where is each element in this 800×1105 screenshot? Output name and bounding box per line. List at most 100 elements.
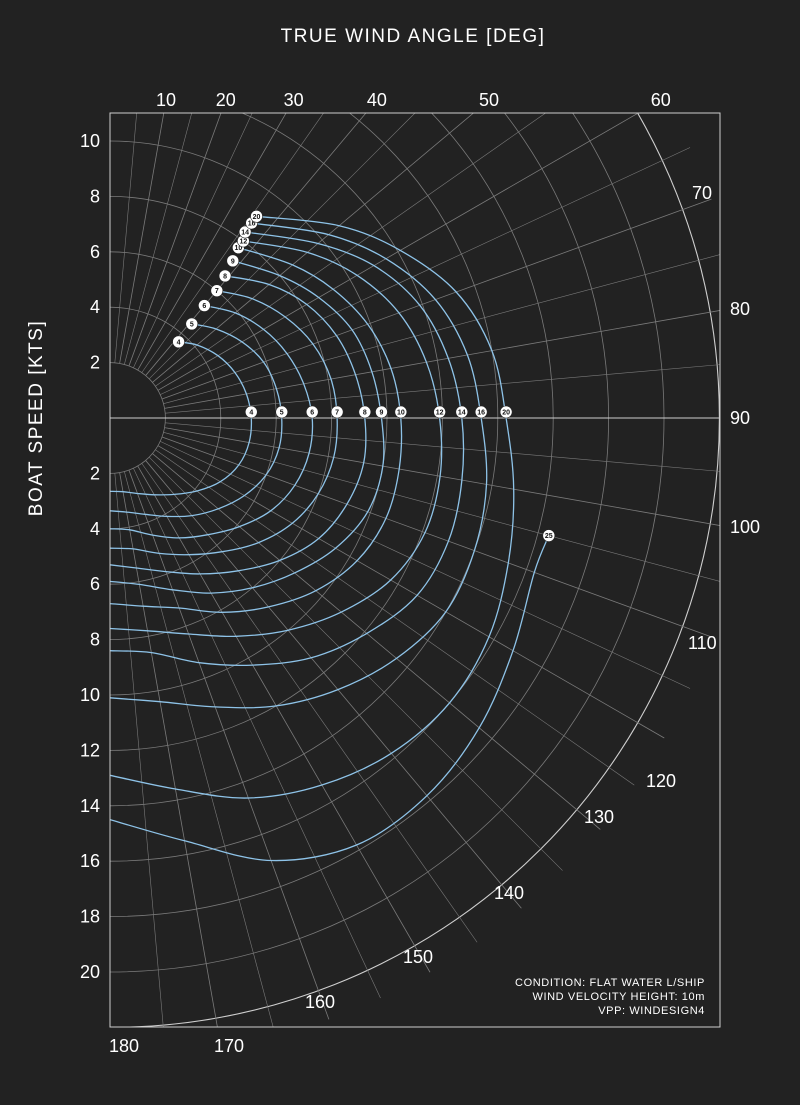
svg-text:7: 7 <box>335 410 339 417</box>
angle-spoke <box>152 113 475 383</box>
angle-spoke <box>160 441 691 689</box>
svg-text:10: 10 <box>397 410 405 417</box>
speed-circle <box>110 113 720 1027</box>
svg-text:6: 6 <box>310 410 314 417</box>
svg-text:7: 7 <box>215 288 219 295</box>
angle-tick-label: 110 <box>688 633 717 653</box>
svg-text:8: 8 <box>363 410 367 417</box>
angle-spoke <box>141 463 478 943</box>
tws-badge: 20 <box>250 210 263 223</box>
angle-spoke <box>114 473 164 1027</box>
speed-tick-label: 2 <box>90 463 100 483</box>
svg-text:8: 8 <box>223 273 227 280</box>
left-axis-title: BOAT SPEED [KTS] <box>26 320 47 516</box>
angle-spoke <box>137 465 431 973</box>
tws-badge: 9 <box>226 254 240 268</box>
angle-spoke <box>161 198 712 400</box>
angle-spoke <box>157 445 665 739</box>
note-vpp: VPP: WINDESIGN4 <box>598 1005 705 1017</box>
angle-spoke <box>137 113 287 371</box>
speed-tick-label: 14 <box>80 796 100 816</box>
angle-tick-label: 140 <box>494 883 524 903</box>
angle-spoke <box>114 113 137 363</box>
tws-badge: 14 <box>238 225 252 239</box>
angle-spoke <box>152 453 601 830</box>
polar-curve-tws-8 <box>110 275 367 575</box>
svg-text:20: 20 <box>502 410 510 417</box>
tws-badge: 20 <box>499 405 513 419</box>
speed-tick-label: 10 <box>80 131 100 151</box>
polar-curve-tws-7 <box>110 290 338 556</box>
angle-spoke <box>155 449 635 786</box>
tws-badge: 5 <box>275 405 289 419</box>
tws-badge: 25 <box>542 529 556 542</box>
tws-badge: 7 <box>330 405 344 419</box>
tws-badge: 5 <box>185 317 199 331</box>
top-axis-title: TRUE WIND ANGLE [DEG] <box>281 26 546 47</box>
polar-curve-tws-12 <box>110 240 443 638</box>
polar-curve-tws-9 <box>110 260 385 594</box>
angle-spoke <box>165 422 720 472</box>
svg-text:4: 4 <box>177 339 181 346</box>
angle-spoke <box>133 113 253 368</box>
svg-text:16: 16 <box>248 221 256 228</box>
tws-badge: 6 <box>198 299 211 312</box>
svg-text:12: 12 <box>239 239 247 246</box>
svg-text:4: 4 <box>249 410 253 417</box>
svg-text:14: 14 <box>458 410 466 417</box>
angle-spoke <box>128 469 330 1020</box>
speed-tick-label: 12 <box>80 740 100 760</box>
note-wind-height: WIND VELOCITY HEIGHT: 10m <box>533 991 706 1003</box>
angle-tick-label: 10 <box>156 90 176 110</box>
plot-frame <box>109 112 721 1028</box>
svg-text:20: 20 <box>253 214 261 221</box>
angle-spoke <box>119 472 218 1027</box>
polar-grid <box>110 113 720 1027</box>
speed-tick-label: 2 <box>90 353 100 373</box>
tws-badge: 4 <box>172 335 185 349</box>
angle-tick-label: 50 <box>479 90 499 110</box>
polar-curve-tws-25 <box>110 535 550 862</box>
svg-text:25: 25 <box>545 533 553 540</box>
tws-badge: 7 <box>210 284 224 297</box>
tws-badge: 10 <box>394 405 408 419</box>
svg-text:9: 9 <box>231 258 235 265</box>
angle-tick-label: 120 <box>646 771 676 791</box>
polar-curves <box>110 215 550 862</box>
angle-spoke <box>148 456 563 871</box>
svg-text:5: 5 <box>280 410 284 417</box>
speed-tick-label: 20 <box>80 962 100 982</box>
svg-text:10: 10 <box>234 245 242 252</box>
angle-tick-label: 160 <box>305 992 335 1012</box>
tws-badge: 8 <box>218 269 232 283</box>
angle-spoke <box>163 432 720 582</box>
angle-spoke <box>141 113 324 373</box>
tws-badge: 9 <box>375 405 388 419</box>
angle-spoke <box>119 113 165 364</box>
angle-tick-label: 20 <box>216 90 236 110</box>
angle-tick-label: 130 <box>584 807 614 827</box>
angle-tick-label: 150 <box>403 947 433 967</box>
speed-tick-label: 10 <box>80 685 100 705</box>
angle-tick-label: 60 <box>651 90 671 110</box>
tws-badge: 6 <box>305 405 319 419</box>
polar-curve-tws-4 <box>110 341 253 496</box>
angle-tick-label: 170 <box>214 1036 244 1056</box>
svg-text:12: 12 <box>436 410 444 417</box>
speed-tick-label: 8 <box>90 630 100 650</box>
angle-tick-label: 80 <box>730 299 750 319</box>
tws-badge: 12 <box>433 405 446 419</box>
polar-curve-tws-5 <box>110 323 283 518</box>
speed-tick-label: 16 <box>80 851 100 871</box>
angle-spoke <box>128 113 222 367</box>
angle-tick-label: 70 <box>692 183 712 203</box>
tws-badge: 8 <box>358 405 372 419</box>
angle-tick-label: 90 <box>730 408 750 428</box>
polar-curve-tws-16 <box>110 222 488 709</box>
speed-tick-label: 4 <box>90 519 100 539</box>
angle-spoke <box>148 113 416 380</box>
angle-spoke <box>164 427 720 526</box>
note-condition: CONDITION: FLAT WATER L/SHIP <box>515 977 705 989</box>
